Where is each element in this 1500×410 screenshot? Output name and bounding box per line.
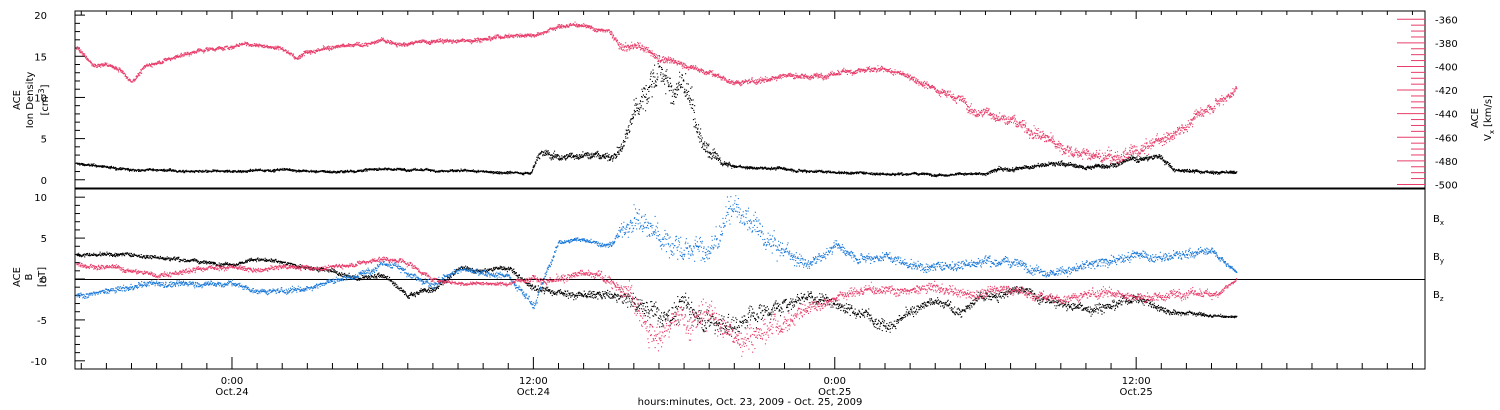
- bottom-left-tick-label: -5: [37, 316, 47, 327]
- x-tick-label-time: 12:00: [1122, 376, 1151, 387]
- ion-density-points: [76, 55, 1238, 178]
- x-tick-label-time: 0:00: [824, 376, 846, 387]
- vx-sub: x: [1488, 130, 1496, 134]
- tick-labels: 0 5 10 15 20 -500 -480 -460 -440 -420 -400 -380 -360…: [31, 11, 1458, 398]
- top-right-axis-title: ACE Vx [km/s]: [1470, 95, 1496, 141]
- top-right-tick-label: -400: [1435, 62, 1458, 73]
- data-marks: [76, 21, 1238, 357]
- top-left-title-line2: Ion Density: [25, 72, 36, 129]
- top-right-tick-label: -360: [1435, 15, 1458, 26]
- x-tick-label-date: Oct.25: [818, 387, 851, 398]
- bottom-left-tick-label: 5: [41, 234, 47, 245]
- top-left-tick-label: 10: [34, 93, 47, 104]
- bottom-left-title-line2: B: [24, 273, 35, 280]
- ion-density-series: [76, 55, 1238, 178]
- top-left-title-unit: [cm-3]: [37, 84, 51, 115]
- top-right-title-line2: Vx [km/s]: [1483, 95, 1496, 141]
- bottom-left-title-line1: ACE: [12, 267, 23, 287]
- bx-points: [76, 251, 1238, 341]
- bottom-left-axis-title: ACE B [nT]: [12, 267, 48, 287]
- x-axis-label: hours:minutes, Oct. 23, 2009 - Oct. 25, …: [638, 397, 863, 408]
- top-left-tick-label: 5: [41, 135, 47, 146]
- legend-by: By: [1433, 252, 1444, 265]
- by-series: [76, 195, 1238, 310]
- unit-sup: -3: [37, 88, 46, 96]
- top-right-tick-label: -480: [1435, 157, 1458, 168]
- vx-points: [76, 21, 1238, 164]
- vx-series: [76, 21, 1238, 164]
- top-right-tick-label: -440: [1435, 110, 1458, 121]
- top-right-title-line1: ACE: [1470, 108, 1481, 128]
- legend-bz: Bz: [1433, 290, 1444, 303]
- vx-label: V: [1483, 134, 1494, 141]
- top-right-tick-label: -380: [1435, 39, 1458, 50]
- x-tick-label-date: Oct.24: [517, 387, 550, 398]
- x-tick-label-time: 0:00: [221, 376, 243, 387]
- legend-bx: Bx: [1433, 214, 1444, 227]
- x-tick-label-date: Oct.24: [215, 387, 248, 398]
- top-right-tick-label: -460: [1435, 133, 1458, 144]
- by-points: [76, 195, 1238, 310]
- x-tick-label-date: Oct.25: [1120, 387, 1153, 398]
- bx-series: [76, 251, 1238, 341]
- bottom-left-title-unit: [nT]: [37, 267, 48, 287]
- bottom-left-tick-label: 10: [34, 193, 47, 204]
- x-tick-label-time: 12:00: [519, 376, 548, 387]
- top-right-tick-label: -500: [1435, 180, 1458, 191]
- unit-close: ]: [40, 84, 51, 88]
- bottom-left-tick-label: 0: [41, 275, 47, 286]
- top-right-tick-label: -420: [1435, 86, 1458, 97]
- bottom-left-tick-label: -10: [31, 357, 47, 368]
- top-left-tick-label: 0: [41, 176, 47, 187]
- top-left-title-line1: ACE: [12, 90, 23, 110]
- top-left-tick-label: 15: [34, 52, 47, 63]
- top-left-tick-label: 20: [34, 11, 47, 22]
- vx-unit: [km/s]: [1483, 95, 1494, 127]
- top-left-axis-title: ACE Ion Density [cm-3]: [12, 72, 51, 129]
- top-panel-frame: [74, 10, 1426, 189]
- unit-base: [cm: [40, 96, 51, 115]
- axis-minor-ticks: [75, 11, 1425, 369]
